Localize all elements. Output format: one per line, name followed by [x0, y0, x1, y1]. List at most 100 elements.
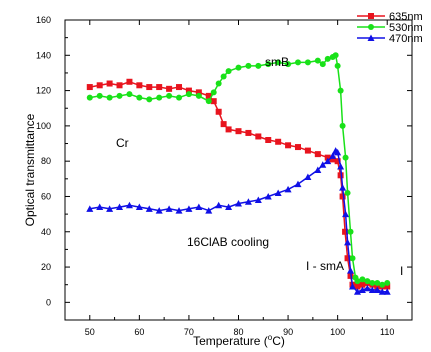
data-point [353, 288, 361, 295]
data-point [363, 284, 371, 292]
data-point [294, 59, 301, 66]
series-635nm [86, 78, 391, 290]
data-point [176, 94, 183, 101]
data-point [349, 255, 356, 262]
data-point [274, 189, 282, 196]
data-point [354, 278, 361, 285]
data-point [304, 173, 312, 181]
x-tick-label: 70 [184, 327, 194, 337]
data-point [195, 92, 202, 99]
data-point [195, 203, 203, 211]
data-point [354, 283, 361, 290]
data-point [220, 73, 227, 80]
data-point [156, 84, 163, 91]
data-point [215, 201, 223, 209]
data-point [342, 210, 350, 218]
data-point [86, 94, 93, 101]
y-tick-label: 0 [46, 297, 51, 307]
data-point [342, 228, 349, 235]
legend-item: 530nm [357, 22, 423, 34]
data-point [116, 82, 123, 89]
data-point [125, 201, 133, 209]
data-point [215, 80, 222, 87]
data-point [332, 52, 339, 59]
data-point [96, 92, 103, 99]
data-point [337, 162, 345, 170]
x-tick-label: 100 [330, 327, 345, 337]
x-axis-title: Temperature (oC) [193, 333, 285, 348]
data-point [265, 61, 272, 68]
legend-item: 470nm [357, 33, 423, 45]
data-point [384, 283, 391, 290]
data-point [339, 193, 346, 200]
data-point [344, 238, 352, 246]
data-point [265, 137, 272, 143]
legend-label: 635nm [389, 11, 423, 23]
data-point [195, 89, 202, 96]
data-point [225, 68, 232, 75]
data-point [374, 283, 381, 290]
data-point [166, 92, 173, 99]
x-tick-label: 90 [283, 327, 293, 337]
data-point [235, 200, 242, 207]
data-point [364, 278, 371, 285]
data-point [205, 207, 213, 214]
y-tick-label: 80 [41, 156, 51, 166]
data-point [349, 282, 357, 290]
annotation-smb: smB [265, 55, 289, 69]
y-tick-label: 100 [36, 121, 51, 131]
data-point [176, 84, 183, 91]
data-point [344, 255, 351, 262]
x-axis-title-superscript: o [268, 333, 273, 342]
data-point [337, 172, 344, 179]
annotation-cr: Cr [116, 136, 129, 150]
data-point [275, 138, 282, 145]
data-point [235, 64, 242, 71]
data-point [304, 147, 311, 154]
data-point [329, 152, 337, 159]
data-point [334, 62, 341, 69]
data-point [185, 91, 192, 98]
data-point [146, 84, 153, 91]
y-tick-label: 20 [41, 262, 51, 272]
data-point [347, 228, 354, 235]
data-point [347, 267, 355, 274]
data-point [294, 144, 301, 151]
data-point [146, 96, 153, 103]
data-point [284, 185, 292, 193]
data-point [106, 94, 113, 101]
data-point [245, 129, 252, 136]
data-point [210, 89, 217, 96]
y-tick-label: 140 [36, 50, 51, 60]
data-point [359, 281, 366, 288]
data-point [378, 288, 386, 295]
annotation-cooling: 16ClAB cooling [187, 235, 269, 249]
data-point [136, 94, 143, 101]
data-point [175, 207, 183, 214]
x-tick-label: 80 [233, 327, 243, 337]
data-point [96, 82, 103, 89]
data-point [255, 133, 262, 140]
data-point [314, 57, 321, 64]
y-axis-title: Optical transmittance [23, 113, 37, 226]
data-point [334, 148, 342, 156]
data-point [337, 87, 344, 94]
data-point [126, 91, 133, 98]
series-470nm [86, 147, 391, 295]
y-tick-label: 120 [36, 86, 51, 96]
legend-label: 470nm [389, 33, 423, 45]
data-point [304, 59, 311, 66]
data-point [314, 151, 321, 158]
data-point [294, 180, 302, 188]
data-point [285, 142, 292, 149]
series-layer [86, 52, 391, 295]
data-point [324, 157, 332, 165]
x-tick-label: 110 [380, 327, 394, 337]
data-point [185, 205, 193, 212]
data-point [319, 161, 327, 168]
data-point [96, 203, 104, 211]
data-point [339, 184, 347, 191]
data-point [254, 196, 262, 203]
data-point [116, 203, 124, 211]
data-point [220, 121, 227, 128]
